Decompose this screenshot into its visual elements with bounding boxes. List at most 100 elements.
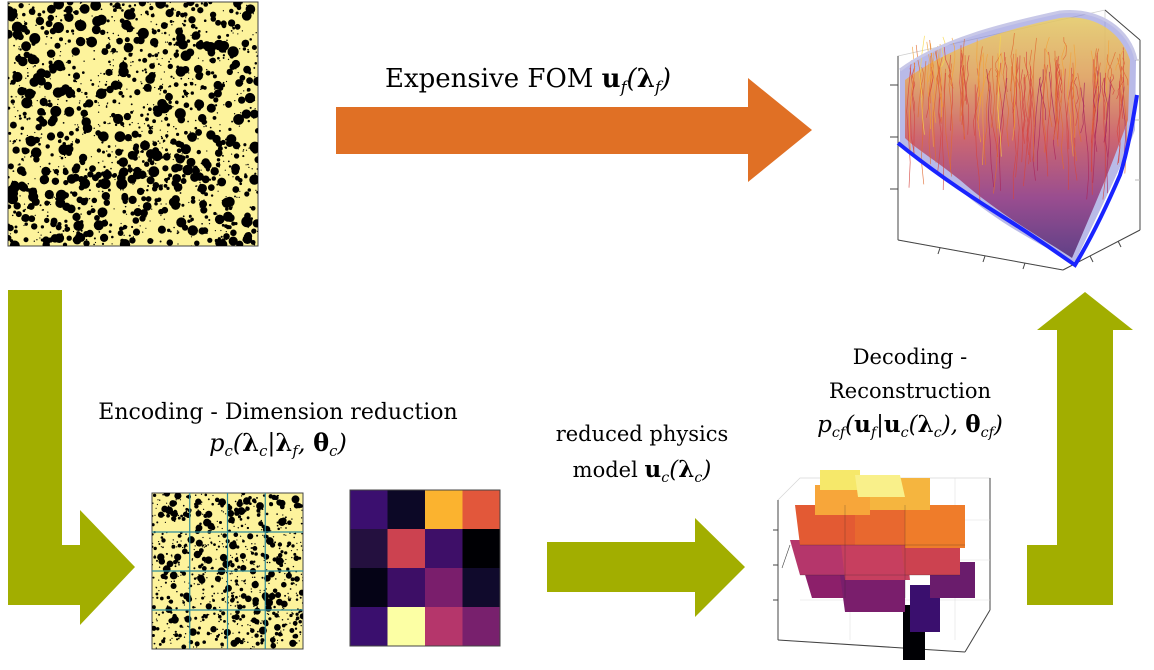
particle (244, 191, 250, 197)
particle (64, 156, 67, 159)
particle (75, 80, 78, 83)
particle (295, 616, 300, 620)
particle (39, 237, 41, 239)
particle (126, 22, 131, 28)
particle (160, 64, 162, 66)
particle (272, 593, 274, 595)
particle (152, 502, 154, 504)
particle (99, 233, 109, 243)
particle (64, 12, 74, 22)
particle (300, 545, 303, 547)
particle (112, 99, 117, 104)
particle (252, 207, 254, 209)
particle (212, 74, 217, 79)
particle (121, 9, 124, 12)
particle (160, 203, 162, 205)
particle (238, 97, 241, 100)
particle (219, 60, 221, 62)
particle (149, 160, 155, 166)
particle (214, 214, 225, 225)
particle (253, 99, 256, 102)
particle (242, 155, 245, 158)
particle (186, 2, 192, 5)
particle (272, 588, 278, 593)
particle (124, 37, 130, 43)
heatmap-cell (387, 529, 425, 568)
particle (217, 237, 221, 241)
particle (276, 639, 279, 642)
particle (15, 38, 17, 41)
particle (84, 197, 89, 202)
particle (152, 545, 154, 548)
particle (110, 51, 112, 53)
particle (194, 26, 198, 30)
particle (275, 557, 284, 566)
heatmap-cell (350, 607, 388, 646)
particle (227, 19, 236, 27)
particle (164, 116, 169, 121)
particle (217, 613, 220, 616)
particle (298, 589, 303, 596)
particle (172, 77, 175, 80)
particle (169, 500, 177, 507)
particle (37, 107, 46, 116)
particle (156, 521, 159, 524)
particle (194, 119, 197, 122)
particle (138, 205, 140, 207)
particle (202, 613, 207, 618)
particle (188, 92, 190, 95)
particle (285, 558, 287, 561)
particle (155, 2, 166, 9)
particle (214, 230, 216, 232)
particle (193, 577, 197, 580)
heatmap-cell (462, 529, 500, 568)
surface-streak (1048, 71, 1057, 160)
surface-streak (911, 65, 916, 112)
particle (166, 92, 172, 99)
particle (231, 63, 234, 65)
particle (153, 107, 163, 118)
particle (34, 178, 36, 180)
particle (152, 576, 155, 579)
particle (181, 546, 184, 549)
particle (62, 202, 71, 212)
particle (301, 602, 303, 604)
particle (181, 37, 185, 40)
particle (197, 138, 199, 140)
particle (138, 58, 142, 62)
particle (132, 77, 137, 82)
particle (246, 597, 248, 599)
particle (147, 170, 149, 172)
particle (64, 226, 70, 232)
particle (176, 232, 179, 235)
particle (239, 182, 243, 186)
particle (28, 117, 31, 120)
particle (152, 605, 156, 610)
particle (82, 133, 84, 135)
particle (120, 222, 122, 225)
surface-streak (1055, 59, 1061, 140)
particle (106, 105, 108, 107)
particle (171, 544, 176, 549)
particle (190, 23, 196, 29)
particle (194, 126, 198, 130)
particle (159, 89, 162, 92)
particle (125, 47, 128, 49)
particle (211, 176, 217, 181)
particle (244, 582, 246, 585)
surface-streak (1116, 81, 1121, 165)
particle (247, 119, 251, 123)
particle (63, 180, 69, 186)
particle (246, 526, 250, 530)
particle (204, 571, 206, 574)
heatmap-cell (387, 568, 425, 607)
particle (203, 546, 206, 548)
particle (40, 133, 43, 135)
particle (62, 122, 65, 124)
particle (169, 639, 172, 641)
particle (221, 611, 226, 616)
particle (183, 82, 188, 87)
surface-streak (994, 69, 999, 95)
particle (57, 139, 62, 144)
particle (195, 539, 203, 547)
